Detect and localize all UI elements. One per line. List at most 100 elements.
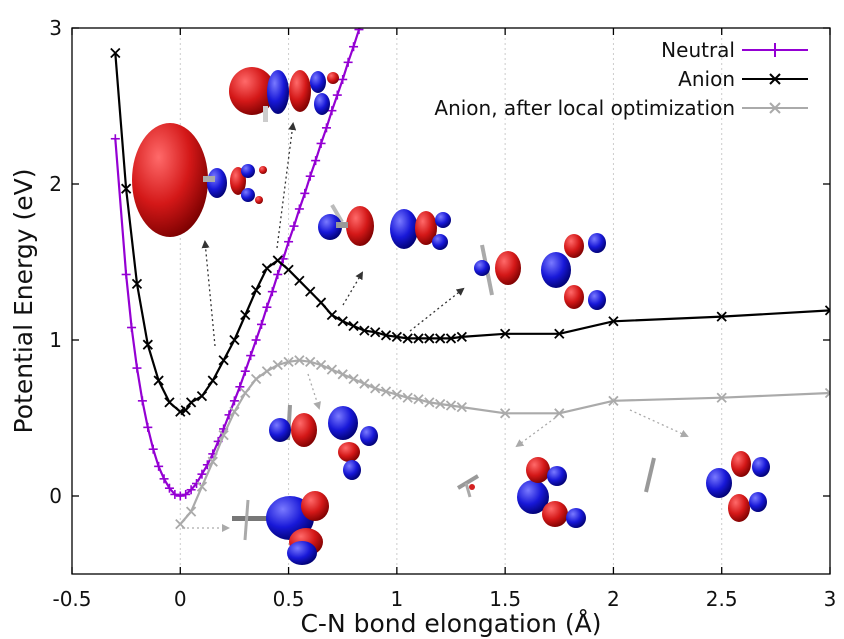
orbital-image-anion-mid: [318, 203, 451, 250]
arrow-to-peak-orbital: [276, 122, 297, 249]
data-point: [608, 316, 619, 327]
data-point: [127, 323, 137, 333]
x-tick-label: 3: [824, 587, 837, 611]
orbital-image-anion-plateau: [474, 233, 606, 310]
arrow-to-plateau-orbital: [409, 287, 465, 332]
data-point: [445, 333, 457, 344]
data-point: [272, 255, 283, 266]
data-point: [315, 359, 327, 371]
arrow-opt-peak: [307, 373, 321, 410]
data-point: [170, 489, 180, 499]
data-point: [326, 364, 338, 375]
data-point: [554, 328, 565, 339]
data-point: [235, 382, 245, 392]
data-point: [391, 331, 402, 343]
x-tick-label: 0: [174, 587, 187, 611]
data-point: [294, 275, 305, 286]
data-point: [196, 481, 208, 492]
data-point: [316, 138, 326, 148]
data-point: [337, 316, 348, 327]
data-point: [153, 375, 164, 386]
data-point: [261, 263, 273, 274]
data-point: [294, 355, 305, 366]
data-point: [321, 123, 331, 133]
data-point: [240, 309, 251, 321]
data-point: [554, 408, 565, 419]
legend-marker-anion-optimized: [769, 102, 781, 114]
data-point: [246, 351, 256, 361]
orbital-illustrations: [132, 67, 770, 565]
data-point: [359, 378, 370, 389]
data-point: [500, 408, 511, 419]
data-point: [445, 400, 457, 411]
data-point: [370, 383, 381, 394]
series-line: [114, 28, 361, 498]
data-point: [608, 395, 619, 406]
orbital-image-anion-left: [132, 123, 267, 237]
data-point: [257, 319, 266, 329]
legend-label-anion-optimized: Anion, after local optimization: [434, 96, 735, 120]
data-point: [305, 171, 315, 181]
data-point: [359, 325, 370, 336]
x-tick-label: 2: [607, 587, 620, 611]
data-point: [131, 278, 143, 289]
data-point: [132, 363, 142, 373]
y-axis-title: Potential Energy (eV): [9, 169, 38, 434]
data-point: [424, 333, 435, 344]
data-point: [250, 373, 262, 385]
data-point: [185, 397, 197, 408]
legend-label-neutral: Neutral: [661, 38, 735, 62]
data-point: [338, 74, 348, 84]
data-point: [332, 90, 342, 100]
x-axis-title: C-N bond elongation (Å): [300, 609, 601, 638]
data-point: [207, 456, 218, 467]
data-point: [229, 406, 240, 417]
data-point: [327, 106, 337, 116]
data-point: [283, 356, 294, 367]
data-point: [142, 339, 153, 350]
legend-marker-anion: [769, 73, 781, 85]
x-tick-label: 1.5: [489, 587, 521, 611]
legend-label-anion: Anion: [678, 67, 735, 91]
data-point: [424, 397, 435, 408]
orbital-image-optimized-mid: [456, 457, 586, 528]
data-point: [300, 188, 310, 198]
data-point: [360, 9, 369, 18]
orbital-image-optimized-peak: [269, 404, 378, 480]
data-point: [365, 0, 374, 1]
orbital-image-optimized-left: [232, 491, 329, 565]
data-point: [197, 469, 207, 479]
data-point: [402, 392, 413, 403]
data-point: [159, 474, 169, 484]
data-point: [261, 366, 273, 377]
data-point: [262, 302, 272, 312]
data-point: [229, 396, 239, 406]
data-point: [391, 389, 402, 400]
arrow-to-left-orbital: [201, 240, 216, 347]
data-point: [272, 359, 283, 371]
data-point: [196, 391, 208, 402]
y-tick-label: 1: [49, 328, 62, 352]
series-0: [110, 0, 374, 501]
data-point: [337, 369, 348, 380]
data-point: [148, 444, 158, 454]
series-2: [175, 355, 830, 530]
axis-ticks: -0.5 0 0.5 1 1.5 2 2.5 3 0 1 2 3: [49, 16, 836, 611]
data-point: [143, 422, 153, 432]
orbital-image-anion-peak: [229, 67, 339, 122]
data-point: [240, 387, 251, 399]
data-point: [186, 485, 196, 495]
data-point: [716, 392, 727, 403]
data-point: [284, 237, 294, 247]
data-point: [305, 356, 316, 367]
data-point: [229, 334, 240, 346]
data-point: [305, 286, 316, 297]
data-point: [343, 57, 353, 67]
data-point: [137, 396, 147, 406]
data-point: [121, 183, 132, 194]
data-point: [348, 373, 359, 385]
data-point: [311, 156, 321, 166]
x-tick-label: 2.5: [706, 587, 738, 611]
series-layer: [110, 0, 830, 530]
